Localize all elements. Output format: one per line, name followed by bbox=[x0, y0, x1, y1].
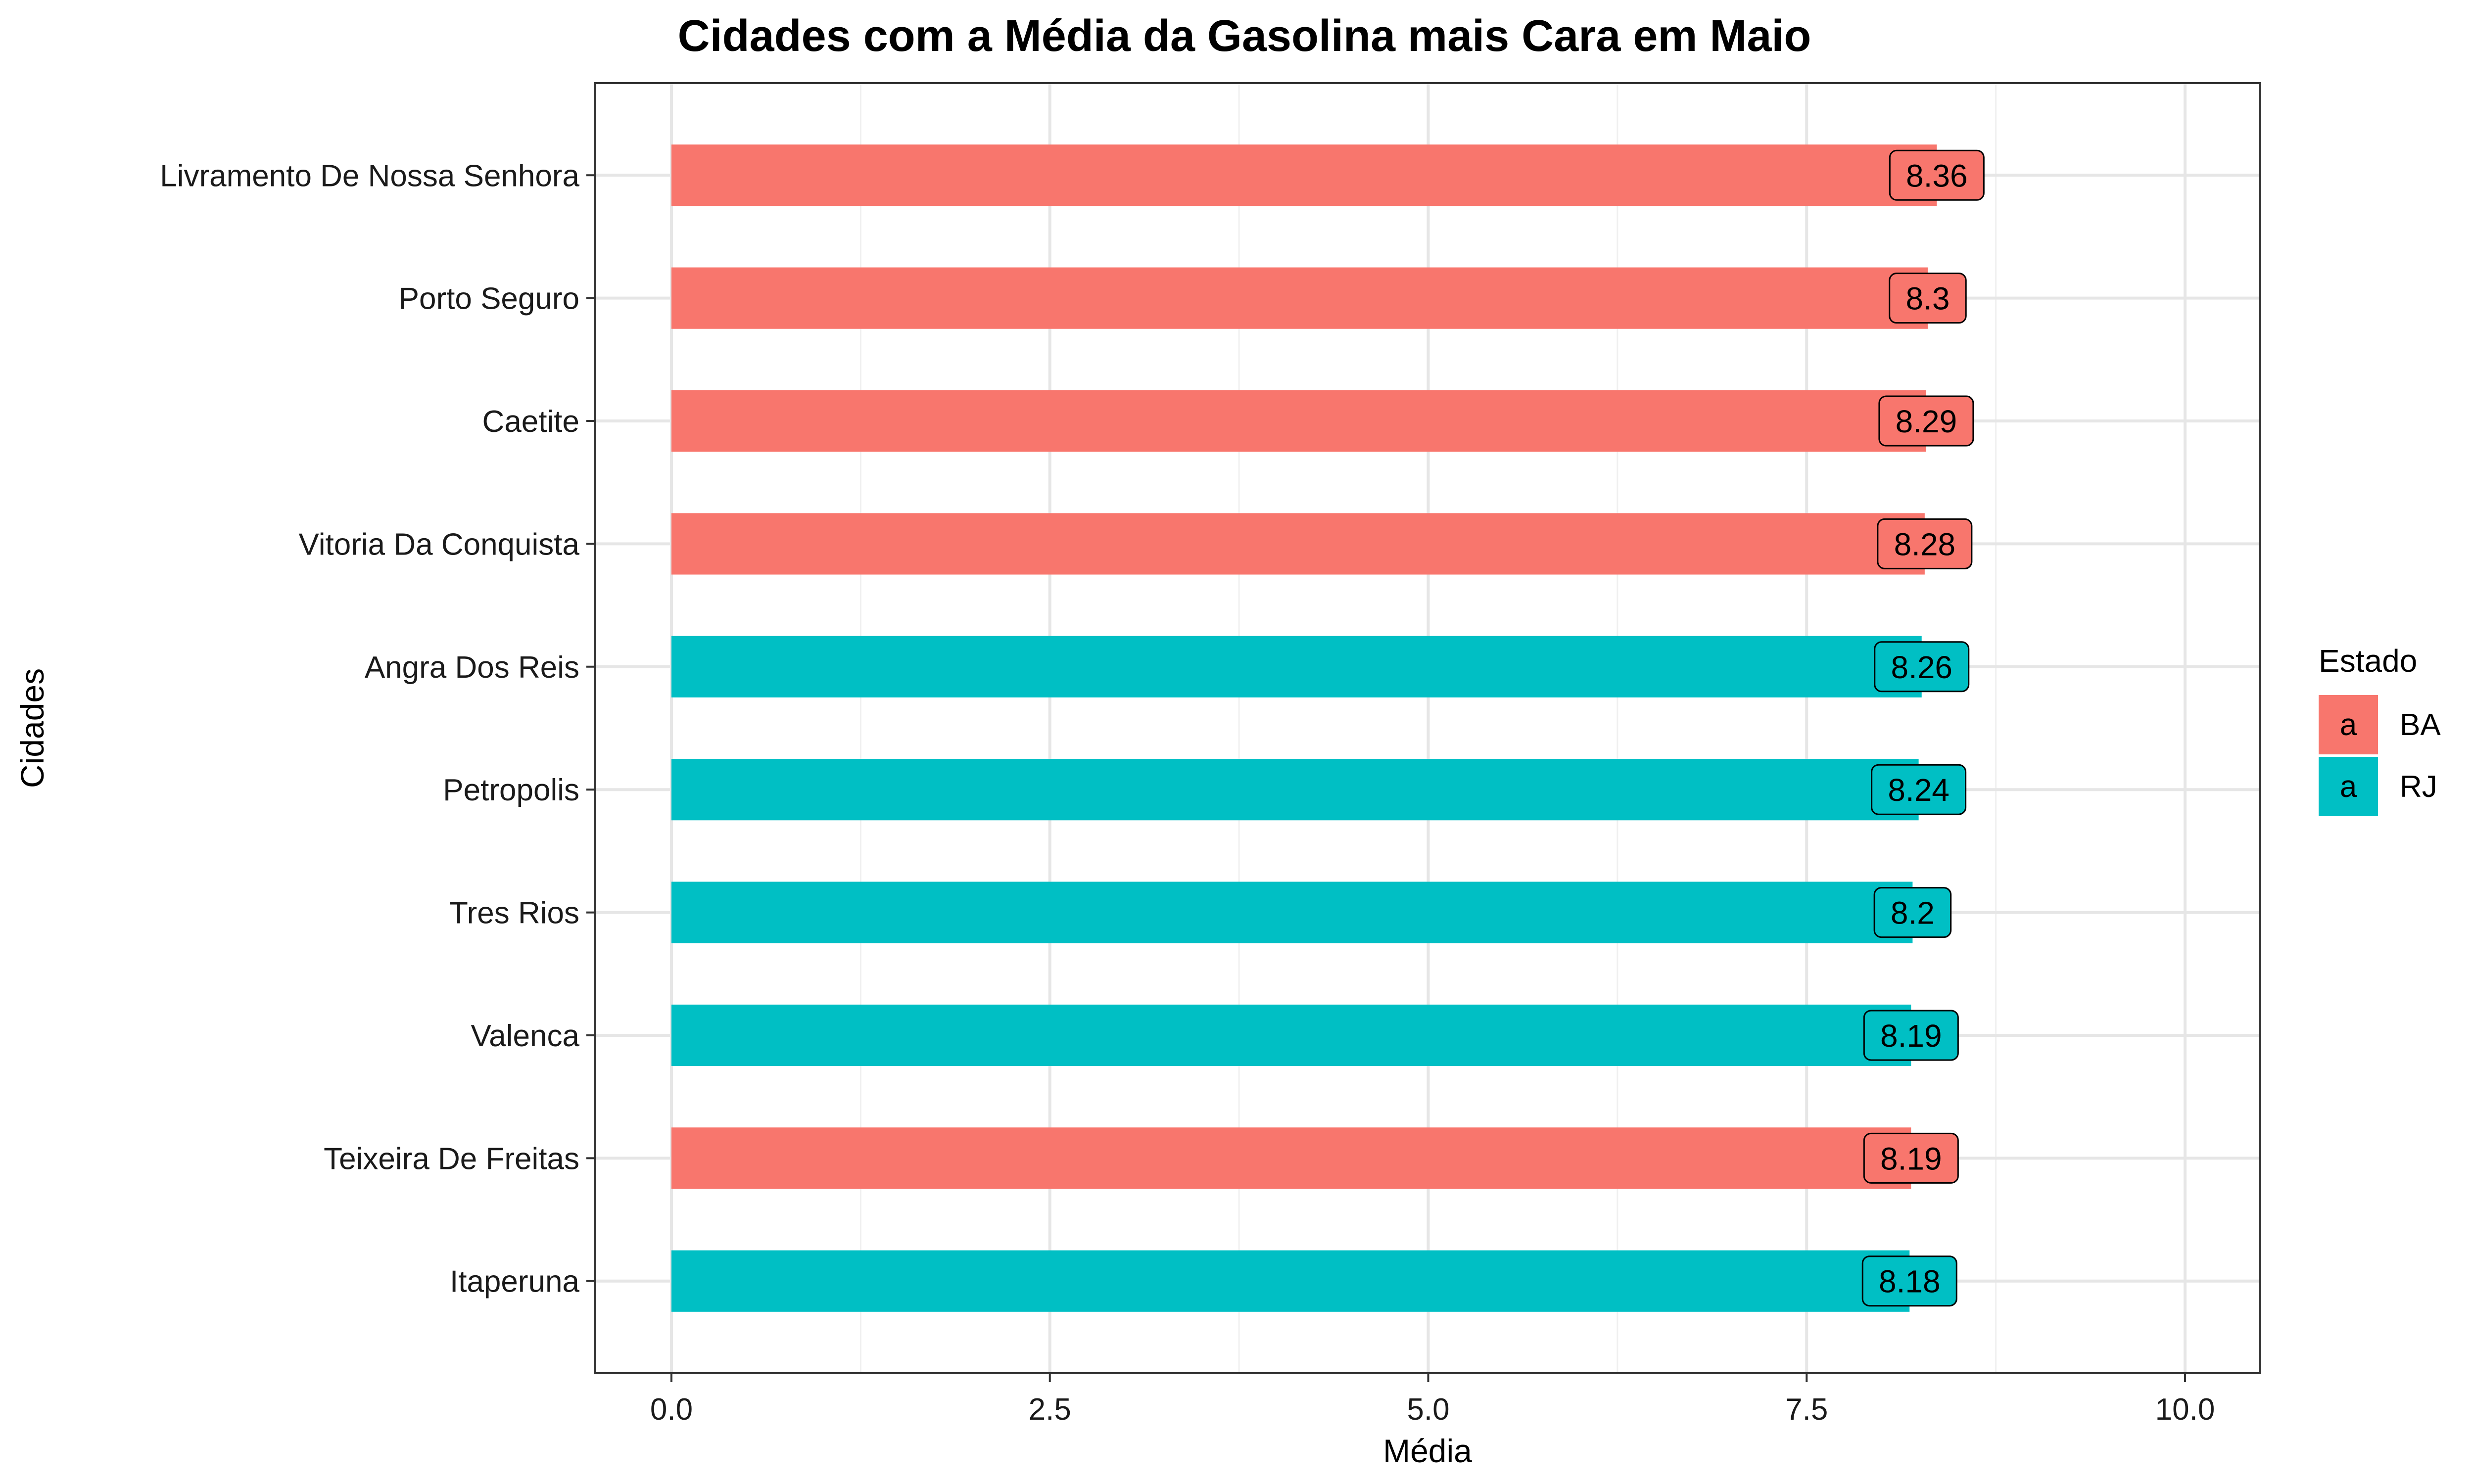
bar bbox=[671, 267, 1928, 329]
bar bbox=[671, 636, 1922, 697]
value-label: 8.3 bbox=[1889, 273, 1967, 324]
value-label-text: 8.26 bbox=[1891, 649, 1952, 685]
value-label: 8.24 bbox=[1871, 764, 1967, 815]
value-label-box bbox=[1877, 518, 1973, 569]
legend: Estado a BA a RJ bbox=[2319, 643, 2441, 816]
value-label: 8.2 bbox=[1873, 887, 1952, 938]
legend-key-glyph-ba: a bbox=[2340, 708, 2357, 742]
y-tick-label: Livramento De Nossa Senhora bbox=[160, 159, 579, 193]
legend-title: Estado bbox=[2319, 643, 2417, 679]
legend-entry-ba: a BA bbox=[2319, 695, 2441, 754]
value-label-box bbox=[1873, 887, 1952, 938]
value-label: 8.19 bbox=[1863, 1010, 1959, 1061]
legend-label-ba: BA bbox=[2400, 708, 2441, 742]
value-label: 8.36 bbox=[1889, 149, 1985, 201]
plot-area: 8.36 8.3 8.29 8.28 8.26 8.24 8.2 8.19 8.19 8.18 bbox=[594, 82, 2261, 1374]
bar bbox=[671, 390, 1926, 452]
value-label-text: 8.36 bbox=[1906, 158, 1968, 193]
value-label-text: 8.2 bbox=[1891, 895, 1935, 931]
y-tick-label: Porto Seguro bbox=[399, 282, 579, 316]
value-labels: 8.36 8.3 8.29 8.28 8.26 8.24 8.2 8.19 8.19 8.18 bbox=[1861, 149, 1985, 1307]
x-tick-label: 0.0 bbox=[650, 1392, 693, 1427]
value-label-box bbox=[1889, 273, 1967, 324]
value-label-text: 8.24 bbox=[1888, 772, 1950, 808]
value-label-text: 8.3 bbox=[1905, 281, 1950, 317]
chart-title: Cidades com a Média da Gasolina mais Car… bbox=[678, 11, 1811, 61]
legend-entry-rj: a RJ bbox=[2319, 757, 2437, 816]
value-label-text: 8.29 bbox=[1896, 404, 1957, 439]
y-tick-label: Caetite bbox=[482, 405, 579, 439]
value-label: 8.26 bbox=[1874, 641, 1970, 693]
bar bbox=[671, 513, 1925, 575]
legend-key-glyph-rj: a bbox=[2340, 770, 2357, 804]
x-tick-label: 10.0 bbox=[2155, 1392, 2215, 1427]
y-tick-label: Itaperuna bbox=[450, 1265, 580, 1299]
bars bbox=[671, 144, 1937, 1312]
legend-key-ba bbox=[2319, 695, 2378, 754]
y-tick-label: Vitoria Da Conquista bbox=[298, 527, 579, 561]
value-label-text: 8.28 bbox=[1894, 526, 1956, 562]
value-label-box bbox=[1863, 1010, 1959, 1061]
x-axis-title: Média bbox=[1383, 1433, 1472, 1469]
y-tick-label: Tres Rios bbox=[449, 896, 579, 930]
x-axis: 0.0 2.5 5.0 7.5 10.0 bbox=[650, 1373, 2215, 1427]
bar bbox=[671, 759, 1919, 821]
bar bbox=[671, 144, 1937, 206]
y-tick-label: Valenca bbox=[471, 1019, 580, 1053]
value-label-text: 8.19 bbox=[1880, 1018, 1942, 1054]
legend-key-rj bbox=[2319, 757, 2378, 816]
bar bbox=[671, 1004, 1911, 1067]
value-label-box bbox=[1871, 764, 1967, 815]
value-label-box bbox=[1863, 1132, 1959, 1184]
value-label-box bbox=[1874, 641, 1970, 693]
value-label-box bbox=[1878, 395, 1974, 447]
y-tick-label: Petropolis bbox=[443, 773, 579, 807]
bar bbox=[671, 1250, 1910, 1312]
bar bbox=[671, 1127, 1911, 1189]
value-label-box bbox=[1889, 149, 1985, 201]
value-label-box bbox=[1861, 1255, 1957, 1307]
value-label: 8.19 bbox=[1863, 1132, 1959, 1184]
value-label: 8.29 bbox=[1878, 395, 1974, 447]
x-tick-label: 2.5 bbox=[1029, 1392, 1071, 1427]
bar bbox=[671, 881, 1913, 943]
x-tick-label: 5.0 bbox=[1407, 1392, 1449, 1427]
legend-label-rj: RJ bbox=[2400, 770, 2437, 804]
value-label-text: 8.19 bbox=[1880, 1141, 1942, 1176]
value-label: 8.28 bbox=[1877, 518, 1973, 569]
value-label-text: 8.18 bbox=[1879, 1264, 1941, 1299]
y-tick-label: Teixeira De Freitas bbox=[324, 1142, 579, 1176]
x-tick-label: 7.5 bbox=[1785, 1392, 1828, 1427]
value-label: 8.18 bbox=[1861, 1255, 1957, 1307]
y-axis-title: Cidades bbox=[14, 668, 50, 788]
y-axis: Livramento De Nossa Senhora Porto Seguro C… bbox=[160, 159, 595, 1299]
y-tick-label: Angra Dos Reis bbox=[365, 650, 579, 685]
